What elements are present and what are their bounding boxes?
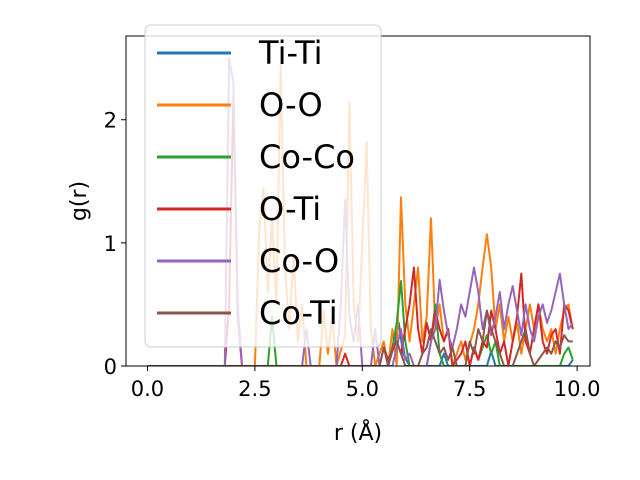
x-ticks: 0.0 2.5 5.0 7.5 10.0: [131, 366, 601, 401]
y-axis-label: g(r): [67, 181, 92, 221]
legend-label-4: Co-O: [259, 242, 339, 280]
x-tick-label: 2.5: [238, 377, 271, 401]
x-tick-label: 7.5: [453, 377, 486, 401]
series-line-3: [147, 94, 574, 366]
legend-label-0: Ti-Ti: [258, 34, 323, 72]
series-line-5: [147, 309, 573, 366]
x-tick-label: 10.0: [554, 377, 601, 401]
legend: Ti-Ti O-O Co-Co O-Ti Co-O Co-Ti: [144, 24, 382, 348]
y-tick-label: 0: [104, 355, 117, 379]
x-tick-label: 5.0: [346, 377, 379, 401]
x-axis-label: r (Å): [334, 419, 382, 446]
y-tick-label: 1: [104, 232, 117, 256]
x-tick-label: 0.0: [131, 377, 164, 401]
legend-label-5: Co-Ti: [259, 294, 338, 332]
legend-label-2: Co-Co: [259, 138, 355, 176]
legend-label-1: O-O: [259, 86, 323, 124]
legend-label-3: O-Ti: [259, 190, 321, 228]
y-tick-label: 2: [104, 109, 117, 133]
y-ticks: 0 1 2: [104, 109, 126, 379]
